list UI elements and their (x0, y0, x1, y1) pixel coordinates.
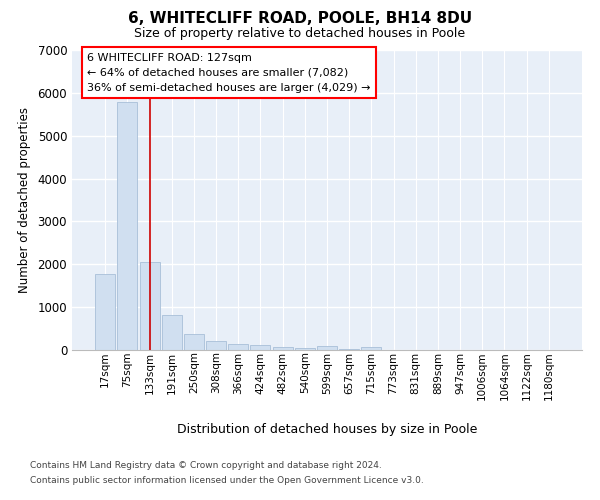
Bar (361, 348, 382, 350)
Text: 6 WHITECLIFF ROAD: 127sqm
← 64% of detached houses are smaller (7,082)
36% of se: 6 WHITECLIFF ROAD: 127sqm ← 64% of detac… (88, 53, 371, 92)
Bar (95, 274, 115, 350)
Bar (162, 315, 182, 350)
Bar (118, 102, 137, 350)
Bar (140, 262, 160, 350)
Text: Size of property relative to detached houses in Poole: Size of property relative to detached ho… (134, 28, 466, 40)
Text: Distribution of detached houses by size in Poole: Distribution of detached houses by size … (177, 422, 477, 436)
Bar (272, 347, 293, 350)
Text: 6, WHITECLIFF ROAD, POOLE, BH14 8DU: 6, WHITECLIFF ROAD, POOLE, BH14 8DU (128, 11, 472, 26)
Text: Contains HM Land Registry data © Crown copyright and database right 2024.: Contains HM Land Registry data © Crown c… (30, 461, 382, 470)
Bar (295, 348, 315, 350)
Y-axis label: Number of detached properties: Number of detached properties (17, 107, 31, 293)
Text: Contains public sector information licensed under the Open Government Licence v3: Contains public sector information licen… (30, 476, 424, 485)
Bar (228, 344, 248, 350)
Bar (250, 346, 271, 350)
Bar (317, 346, 337, 350)
Bar (206, 340, 226, 350)
Bar (184, 334, 204, 350)
